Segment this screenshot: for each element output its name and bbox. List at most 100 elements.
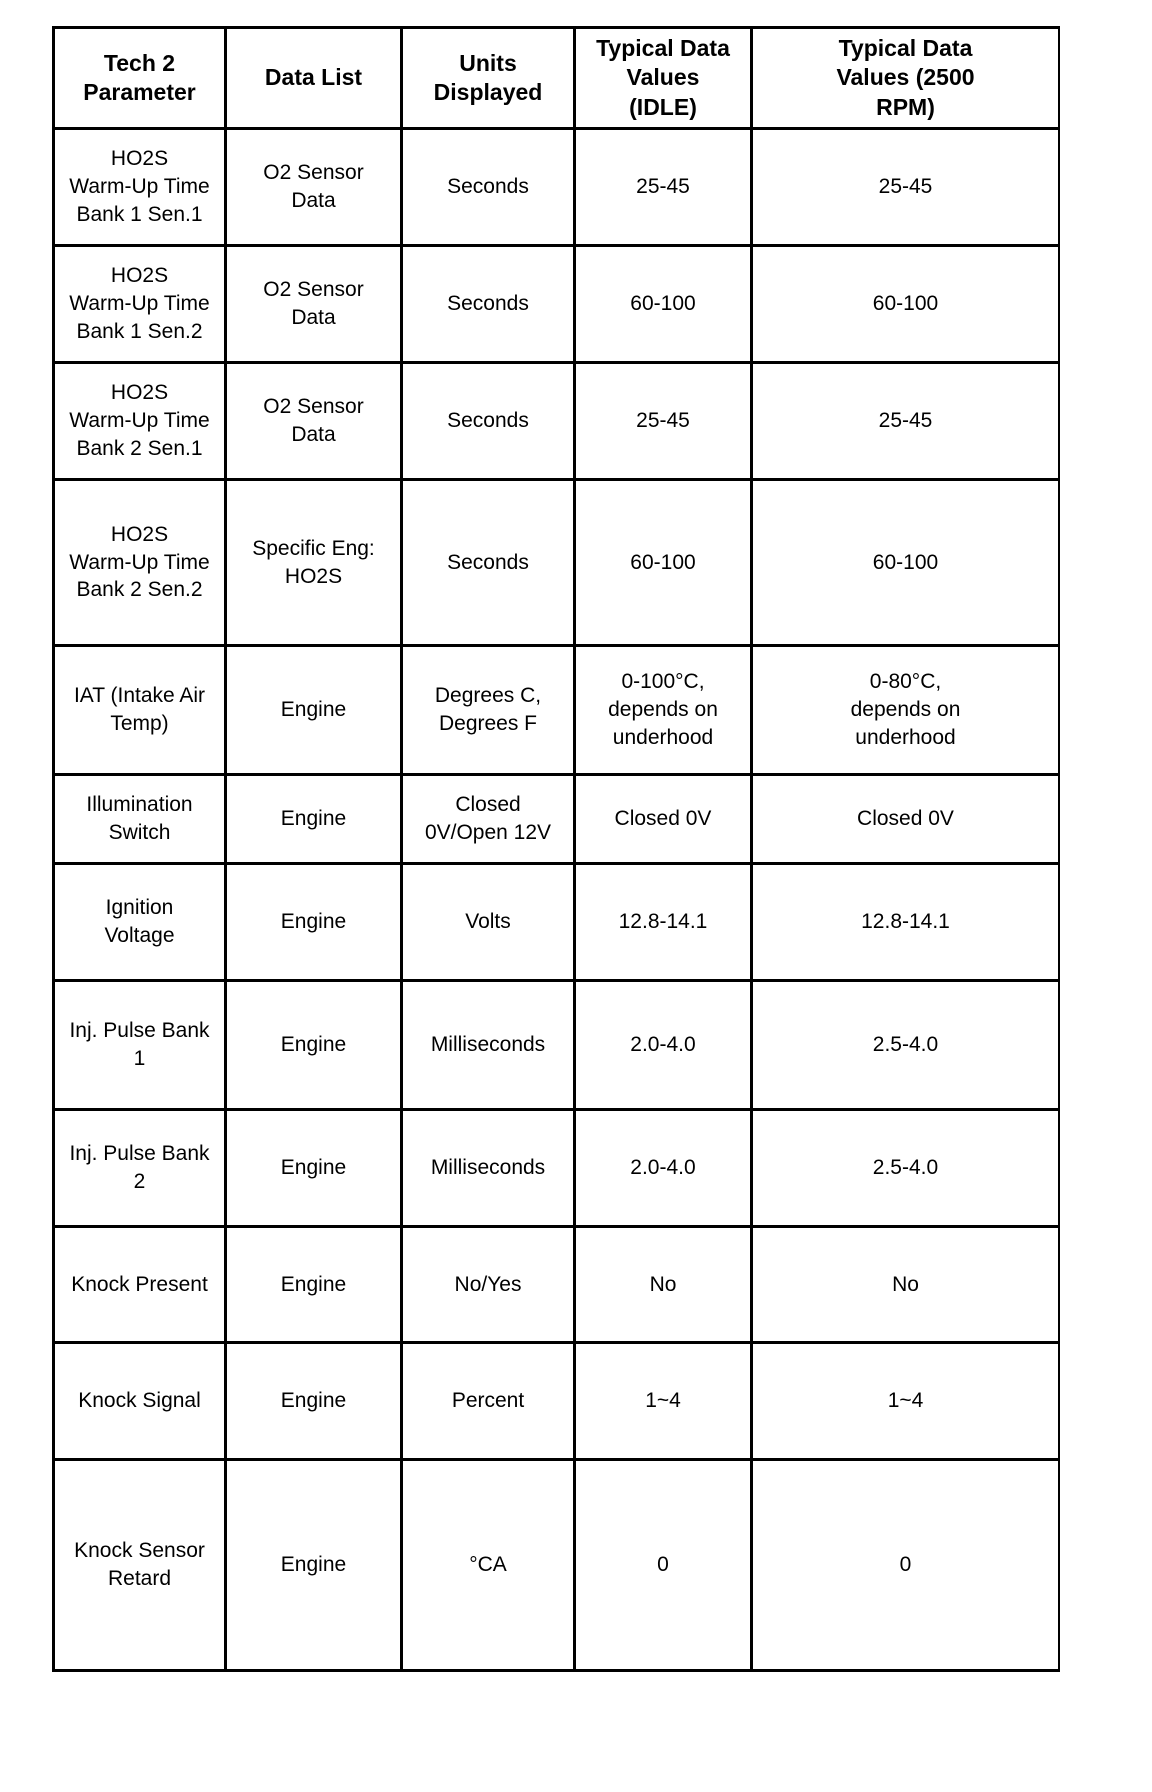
cell-units-text: Volts bbox=[465, 910, 511, 934]
cell-parameter-text: Knock Signal bbox=[78, 1389, 201, 1413]
cell-units: °CA bbox=[400, 1458, 576, 1672]
table-row: IAT (Intake Air Temp) Engine Degrees C, … bbox=[52, 644, 1060, 776]
cell-parameter-text: Ignition Voltage bbox=[104, 896, 175, 947]
cell-2500rpm: No bbox=[750, 1225, 1060, 1344]
cell-parameter-text: HO2S Warm-Up Time Bank 2 Sen.2 bbox=[69, 522, 210, 602]
cell-2500rpm-text: 12.8-14.1 bbox=[861, 910, 950, 934]
cell-parameter-text: Inj. Pulse Bank 2 bbox=[69, 1142, 210, 1193]
cell-parameter: Illumination Switch bbox=[52, 773, 227, 865]
cell-units-text: Degrees C, Degrees F bbox=[434, 684, 542, 735]
cell-parameter-text: Knock Sensor Retard bbox=[74, 1539, 205, 1590]
cell-2500rpm: Closed 0V bbox=[750, 773, 1060, 865]
cell-idle-text: Closed 0V bbox=[614, 807, 712, 831]
cell-units-text: Milliseconds bbox=[430, 1156, 546, 1180]
cell-data-list-text: Engine bbox=[280, 1389, 347, 1413]
cell-data-list-text: Engine bbox=[280, 910, 347, 934]
cell-idle-text: 2.0-4.0 bbox=[630, 1033, 696, 1057]
cell-data-list: Engine bbox=[224, 773, 403, 865]
cell-parameter-text: IAT (Intake Air Temp) bbox=[73, 684, 206, 735]
cell-idle: 0-100°C, depends on underhood bbox=[573, 644, 753, 776]
tech2-parameter-table: Tech 2 Parameter Data List Units Display… bbox=[52, 26, 1060, 1672]
cell-idle: 2.0-4.0 bbox=[573, 1108, 753, 1228]
cell-units: Seconds bbox=[400, 127, 576, 247]
column-header-data-list: Data List bbox=[224, 26, 403, 130]
cell-2500rpm: 60-100 bbox=[750, 478, 1060, 647]
table-header: Tech 2 Parameter Data List Units Display… bbox=[52, 26, 1060, 130]
column-header-parameter-label: Tech 2 Parameter bbox=[83, 49, 196, 105]
table-row: HO2S Warm-Up Time Bank 1 Sen.2 O2 Sensor… bbox=[52, 244, 1060, 364]
cell-data-list-text: O2 Sensor Data bbox=[263, 278, 364, 329]
cell-parameter: Inj. Pulse Bank 2 bbox=[52, 1108, 227, 1228]
cell-2500rpm: 2.5-4.0 bbox=[750, 1108, 1060, 1228]
table-row: HO2S Warm-Up Time Bank 1 Sen.1 O2 Sensor… bbox=[52, 127, 1060, 247]
cell-2500rpm: 0-80°C, depends on underhood bbox=[750, 644, 1060, 776]
cell-units: Seconds bbox=[400, 244, 576, 364]
cell-data-list-text: Engine bbox=[280, 1033, 347, 1057]
cell-idle: 60-100 bbox=[573, 244, 753, 364]
column-header-idle: Typical Data Values (IDLE) bbox=[573, 26, 753, 130]
cell-parameter-text: Illumination Switch bbox=[86, 793, 193, 844]
cell-2500rpm: 1~4 bbox=[750, 1341, 1060, 1461]
cell-idle: 12.8-14.1 bbox=[573, 862, 753, 982]
cell-parameter: HO2S Warm-Up Time Bank 1 Sen.1 bbox=[52, 127, 227, 247]
cell-units: No/Yes bbox=[400, 1225, 576, 1344]
table-row: Inj. Pulse Bank 1 Engine Milliseconds 2.… bbox=[52, 979, 1060, 1111]
table-row: Illumination Switch Engine Closed 0V/Ope… bbox=[52, 773, 1060, 865]
cell-parameter-text: HO2S Warm-Up Time Bank 1 Sen.2 bbox=[69, 264, 210, 343]
cell-data-list-text: Engine bbox=[280, 1553, 347, 1577]
column-header-parameter: Tech 2 Parameter bbox=[52, 26, 227, 130]
cell-parameter: HO2S Warm-Up Time Bank 2 Sen.1 bbox=[52, 361, 227, 481]
cell-idle-text: 25-45 bbox=[636, 409, 690, 433]
cell-units: Percent bbox=[400, 1341, 576, 1461]
cell-2500rpm: 25-45 bbox=[750, 127, 1060, 247]
table-row: Knock Sensor Retard Engine °CA 0 0 bbox=[52, 1458, 1060, 1672]
cell-data-list-text: Specific Eng: HO2S bbox=[252, 536, 375, 588]
cell-idle: 0 bbox=[573, 1458, 753, 1672]
cell-parameter-text: Knock Present bbox=[71, 1272, 208, 1296]
cell-2500rpm-text: 60-100 bbox=[872, 292, 939, 316]
cell-data-list: Engine bbox=[224, 862, 403, 982]
cell-units: Milliseconds bbox=[400, 979, 576, 1111]
cell-idle-text: 2.0-4.0 bbox=[630, 1156, 696, 1180]
cell-idle-text: No bbox=[649, 1272, 677, 1296]
cell-units-text: Percent bbox=[451, 1389, 525, 1413]
cell-2500rpm-text: 0 bbox=[899, 1553, 912, 1577]
cell-2500rpm: 0 bbox=[750, 1458, 1060, 1672]
cell-units-text: Seconds bbox=[447, 409, 529, 433]
column-header-idle-label: Typical Data Values (IDLE) bbox=[596, 34, 730, 120]
cell-units-text: °CA bbox=[469, 1553, 507, 1577]
cell-data-list: O2 Sensor Data bbox=[224, 127, 403, 247]
cell-units: Volts bbox=[400, 862, 576, 982]
column-header-data-list-label: Data List bbox=[264, 64, 363, 91]
cell-idle: 25-45 bbox=[573, 127, 753, 247]
spec-table-container: Tech 2 Parameter Data List Units Display… bbox=[52, 26, 1060, 1726]
cell-idle-text: 12.8-14.1 bbox=[618, 910, 708, 934]
cell-2500rpm-text: 0-80°C, depends on underhood bbox=[850, 670, 961, 749]
cell-data-list-text: Engine bbox=[280, 1156, 347, 1180]
cell-idle: 60-100 bbox=[573, 478, 753, 647]
cell-parameter: IAT (Intake Air Temp) bbox=[52, 644, 227, 776]
cell-parameter: Ignition Voltage bbox=[52, 862, 227, 982]
cell-2500rpm: 60-100 bbox=[750, 244, 1060, 364]
cell-units-text: Closed 0V/Open 12V bbox=[424, 793, 552, 844]
cell-data-list: Engine bbox=[224, 1225, 403, 1344]
table-row: Inj. Pulse Bank 2 Engine Milliseconds 2.… bbox=[52, 1108, 1060, 1228]
cell-idle-text: 25-45 bbox=[636, 175, 690, 199]
cell-idle-text: 60-100 bbox=[630, 292, 696, 316]
cell-data-list: O2 Sensor Data bbox=[224, 361, 403, 481]
cell-2500rpm: 12.8-14.1 bbox=[750, 862, 1060, 982]
cell-units-text: No/Yes bbox=[454, 1272, 522, 1296]
cell-idle: Closed 0V bbox=[573, 773, 753, 865]
cell-idle-text: 60-100 bbox=[630, 550, 696, 574]
cell-data-list: Engine bbox=[224, 979, 403, 1111]
table-row: HO2S Warm-Up Time Bank 2 Sen.2 Specific … bbox=[52, 478, 1060, 647]
cell-idle-text: 0 bbox=[657, 1553, 669, 1577]
cell-2500rpm-text: 25-45 bbox=[878, 175, 933, 199]
cell-data-list-text: Engine bbox=[280, 807, 347, 831]
cell-data-list: Specific Eng: HO2S bbox=[224, 478, 403, 647]
cell-parameter: HO2S Warm-Up Time Bank 1 Sen.2 bbox=[52, 244, 227, 364]
cell-data-list: Engine bbox=[224, 1458, 403, 1672]
table-row: Knock Present Engine No/Yes No No bbox=[52, 1225, 1060, 1344]
cell-2500rpm-text: 60-100 bbox=[872, 550, 939, 574]
cell-data-list-text: Engine bbox=[280, 1272, 347, 1296]
